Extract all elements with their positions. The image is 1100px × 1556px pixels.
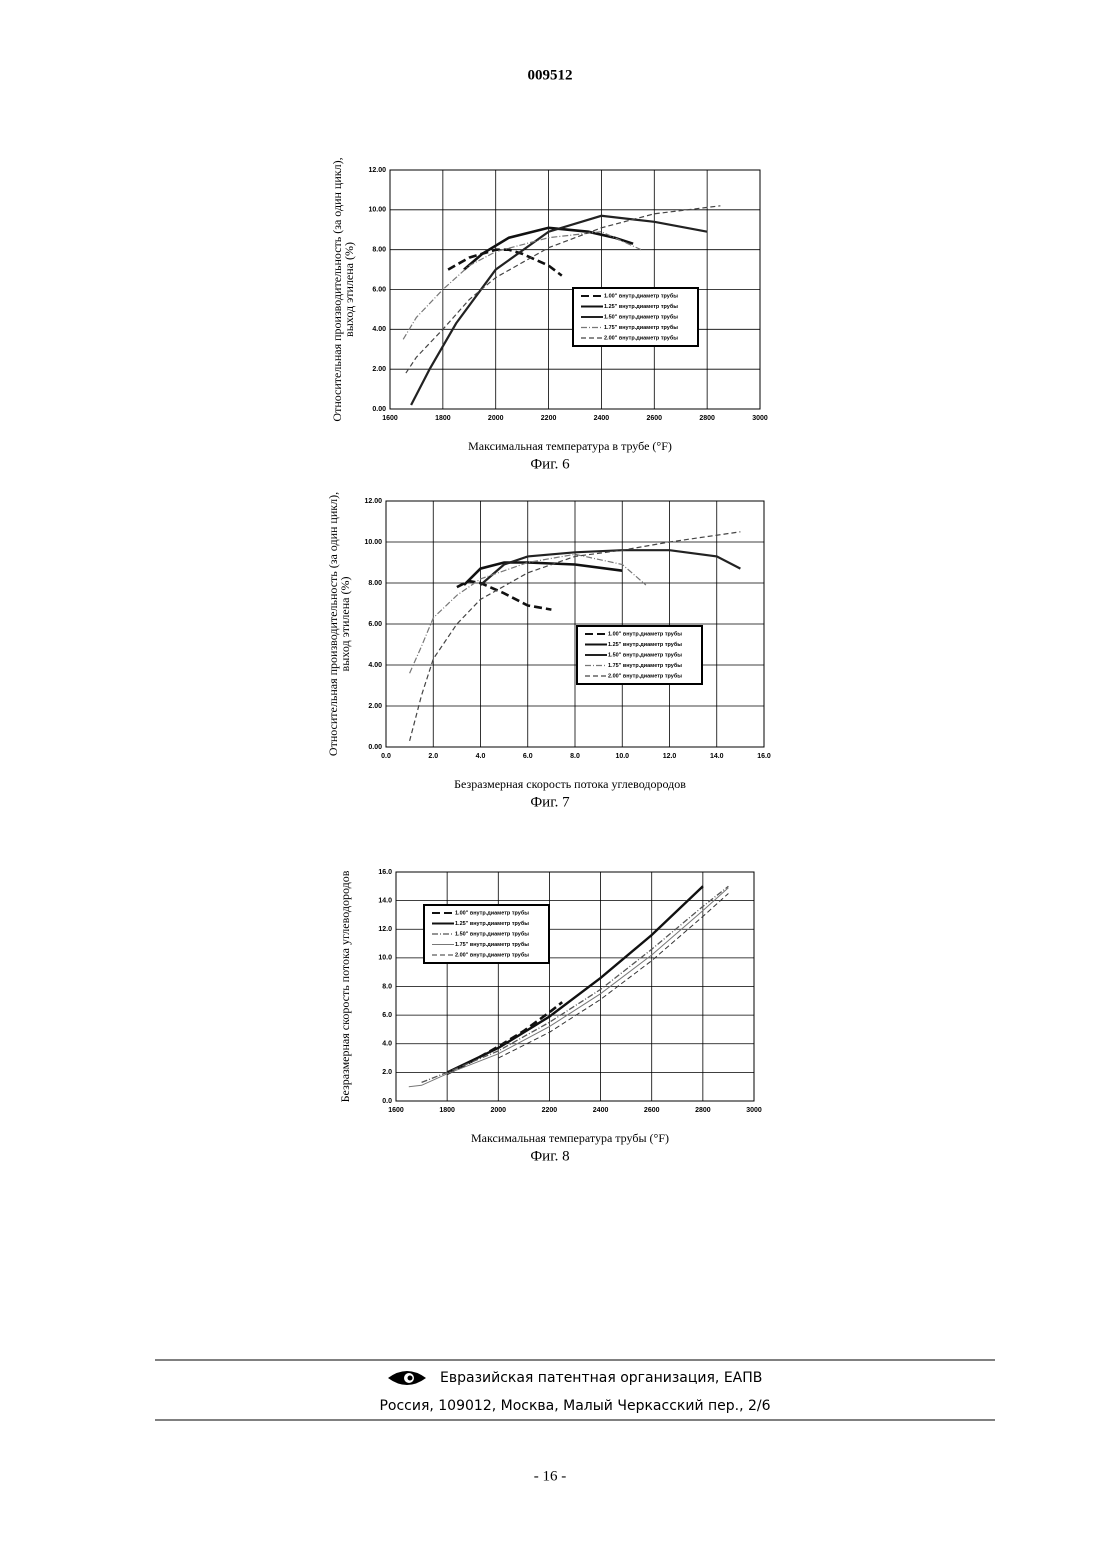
legend-label: 1.00" внутр.диаметр трубы	[604, 292, 678, 299]
y-axis-label: выход этилена (%)	[338, 577, 352, 672]
x-axis-label: Максимальная температура в трубе (°F)	[468, 439, 672, 453]
y-tick-label: 12.00	[364, 498, 382, 505]
legend-label: 1.75" внутр.диаметр трубы	[604, 324, 678, 331]
legend-label: 1.50" внутр.диаметр трубы	[608, 651, 682, 658]
x-tick-label: 10.0	[615, 753, 629, 760]
x-tick-label: 1600	[382, 415, 398, 422]
y-tick-label: 6.0	[382, 1012, 392, 1019]
y-tick-label: 2.0	[382, 1069, 392, 1076]
x-tick-label: 14.0	[710, 753, 724, 760]
x-tick-label: 2600	[646, 415, 662, 422]
y-tick-label: 2.00	[372, 366, 386, 373]
y-tick-label: 4.0	[382, 1041, 392, 1048]
legend-label: 1.50" внутр.диаметр трубы	[455, 930, 529, 937]
y-tick-label: 10.00	[368, 207, 386, 214]
x-tick-label: 2800	[695, 1107, 711, 1114]
x-tick-label: 1800	[439, 1107, 455, 1114]
x-tick-label: 2200	[541, 415, 557, 422]
x-tick-label: 0.0	[381, 753, 391, 760]
y-tick-label: 16.0	[378, 869, 392, 876]
figure-caption: Фиг. 7	[530, 794, 570, 810]
x-tick-label: 2600	[644, 1107, 660, 1114]
y-tick-label: 0.0	[382, 1098, 392, 1105]
x-tick-label: 8.0	[570, 753, 580, 760]
y-tick-label: 4.00	[372, 326, 386, 333]
x-axis-label: Максимальная температура трубы (°F)	[471, 1131, 669, 1145]
legend-label: 1.50" внутр.диаметр трубы	[604, 313, 678, 320]
legend-label: 1.75" внутр.диаметр трубы	[455, 941, 529, 948]
y-tick-label: 2.00	[368, 703, 382, 710]
x-tick-label: 1800	[435, 415, 451, 422]
x-tick-label: 2200	[542, 1107, 558, 1114]
series-line	[481, 550, 741, 585]
figure-caption: Фиг. 8	[530, 1148, 569, 1164]
document-number: 009512	[528, 67, 573, 83]
x-tick-label: 2.0	[428, 753, 438, 760]
y-axis-label: Безразмерная скорость потока углеводород…	[338, 870, 352, 1102]
x-tick-label: 6.0	[523, 753, 533, 760]
x-tick-label: 2400	[594, 415, 610, 422]
x-tick-label: 4.0	[476, 753, 486, 760]
x-tick-label: 2000	[490, 1107, 506, 1114]
page-number: - 16 -	[534, 1468, 567, 1484]
legend-label: 1.00" внутр.диаметр трубы	[455, 909, 529, 916]
legend-label: 2.00" внутр.диаметр трубы	[455, 951, 529, 958]
y-tick-label: 8.00	[368, 580, 382, 587]
y-axis-label: выход этилена (%)	[342, 242, 356, 337]
x-tick-label: 3000	[752, 415, 768, 422]
y-tick-label: 0.00	[372, 406, 386, 413]
y-tick-label: 12.0	[378, 926, 392, 933]
x-tick-label: 2000	[488, 415, 504, 422]
eapo-logo	[388, 1371, 426, 1385]
x-tick-label: 3000	[746, 1107, 762, 1114]
y-tick-label: 8.00	[372, 247, 386, 254]
y-tick-label: 10.00	[364, 539, 382, 546]
footer-organization: Евразийская патентная организация, ЕАПВ	[440, 1370, 762, 1386]
y-tick-label: 8.0	[382, 983, 392, 990]
y-tick-label: 6.00	[372, 286, 386, 293]
legend-label: 1.75" внутр.диаметр трубы	[608, 662, 682, 669]
legend-label: 1.25" внутр.диаметр трубы	[455, 920, 529, 927]
legend-label: 1.00" внутр.диаметр трубы	[608, 630, 682, 637]
x-axis-label: Безразмерная скорость потока углеводород…	[454, 777, 686, 791]
legend-label: 2.00" внутр.диаметр трубы	[604, 334, 678, 341]
y-tick-label: 12.00	[368, 167, 386, 174]
legend-label: 1.25" внутр.диаметр трубы	[608, 641, 682, 648]
x-tick-label: 2800	[699, 415, 715, 422]
x-tick-label: 16.0	[757, 753, 771, 760]
footer-address: Россия, 109012, Москва, Малый Черкасский…	[379, 1398, 770, 1414]
y-tick-label: 14.0	[378, 897, 392, 904]
y-tick-label: 6.00	[368, 621, 382, 628]
y-tick-label: 10.0	[378, 955, 392, 962]
x-tick-label: 2400	[593, 1107, 609, 1114]
y-tick-label: 4.00	[368, 662, 382, 669]
figure-caption: Фиг. 6	[530, 456, 570, 472]
y-tick-label: 0.00	[368, 744, 382, 751]
page: 009512 Евразийская патентная организация…	[0, 0, 1100, 1556]
series-line	[464, 563, 622, 586]
x-tick-label: 1600	[388, 1107, 404, 1114]
legend-label: 2.00" внутр.диаметр трубы	[608, 672, 682, 679]
x-tick-label: 12.0	[663, 753, 677, 760]
legend-label: 1.25" внутр.диаметр трубы	[604, 303, 678, 310]
